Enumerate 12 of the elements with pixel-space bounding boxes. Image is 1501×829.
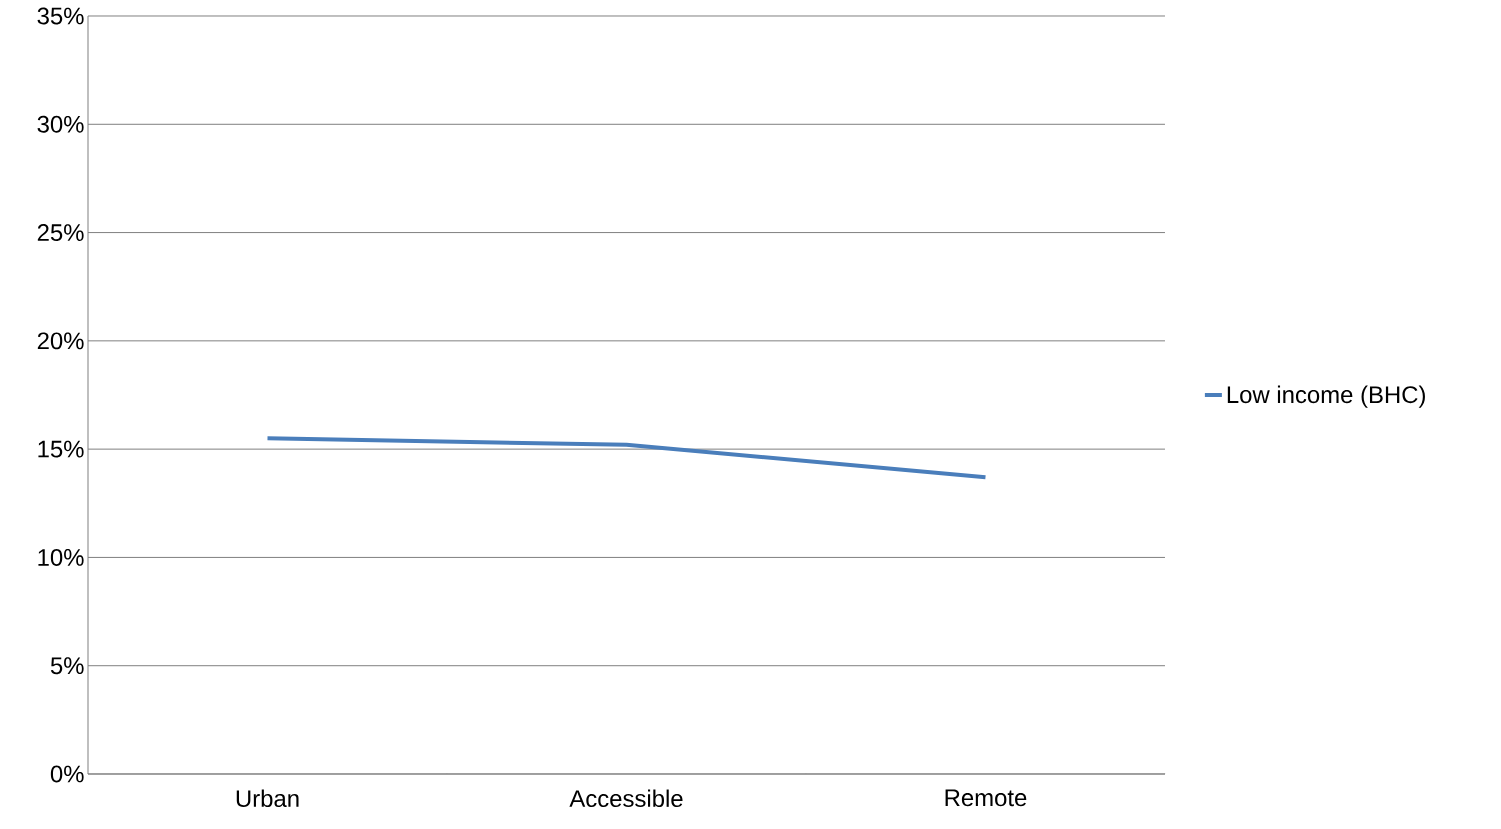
legend-label: Low income (BHC): [1227, 385, 1425, 408]
y-tick-label: 20%: [37, 332, 84, 350]
y-tick-label: 30%: [37, 115, 84, 133]
y-tick-label: 35%: [37, 7, 84, 25]
y-tick-label: 10%: [38, 548, 84, 566]
x-tick-label: Accessible: [569, 789, 683, 808]
y-tick-label: 15%: [38, 440, 84, 458]
y-tick-label: 0%: [50, 765, 84, 783]
x-tick-label: Urban: [236, 789, 299, 808]
y-tick-label: 5%: [50, 657, 84, 675]
x-tick-label: Remote: [945, 789, 1027, 807]
y-tick-label: 25%: [37, 224, 84, 242]
